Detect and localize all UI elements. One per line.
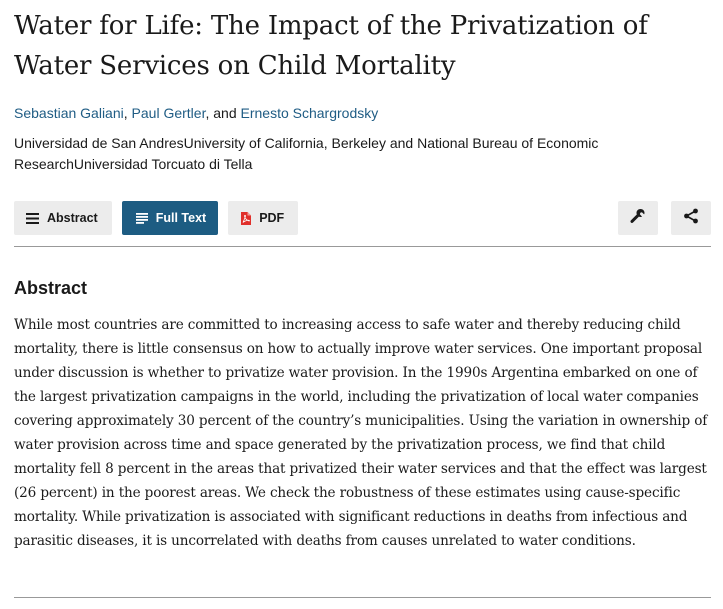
list-icon: [26, 212, 39, 224]
abstract-heading: Abstract: [14, 278, 88, 298]
fulltext-button[interactable]: Full Text: [121, 201, 219, 235]
article-title: Water for Life: The Impact of the Privat…: [14, 11, 648, 81]
pdf-button-label: PDF: [259, 211, 285, 225]
author-separator: , and: [205, 105, 241, 121]
share-icon: [683, 208, 699, 229]
author-link-schargrodsky[interactable]: Ernesto Schargrodsky: [240, 105, 379, 121]
tools-button[interactable]: [618, 201, 658, 235]
bottom-divider: [14, 597, 711, 598]
pdf-icon: [240, 211, 252, 225]
pdf-button[interactable]: PDF: [228, 201, 299, 235]
author-link-gertler[interactable]: Paul Gertler: [131, 105, 206, 121]
author-list: Sebastian Galiani, Paul Gertler, and Ern…: [14, 103, 711, 123]
wrench-icon: [630, 208, 646, 229]
abstract-text: While most countries are committed to in…: [14, 317, 708, 549]
document-lines-icon: [135, 212, 148, 224]
fulltext-button-label: Full Text: [155, 211, 207, 225]
author-separator: ,: [123, 105, 132, 121]
toolbar-divider: [14, 246, 711, 247]
abstract-button-label: Abstract: [47, 211, 98, 225]
abstract-button[interactable]: Abstract: [14, 201, 112, 235]
author-link-galiani[interactable]: Sebastian Galiani: [14, 105, 124, 121]
affiliations: Universidad de San AndresUniversity of C…: [14, 135, 599, 172]
article-toolbar: Abstract Full Text PDF: [14, 201, 711, 235]
share-button[interactable]: [671, 201, 711, 235]
